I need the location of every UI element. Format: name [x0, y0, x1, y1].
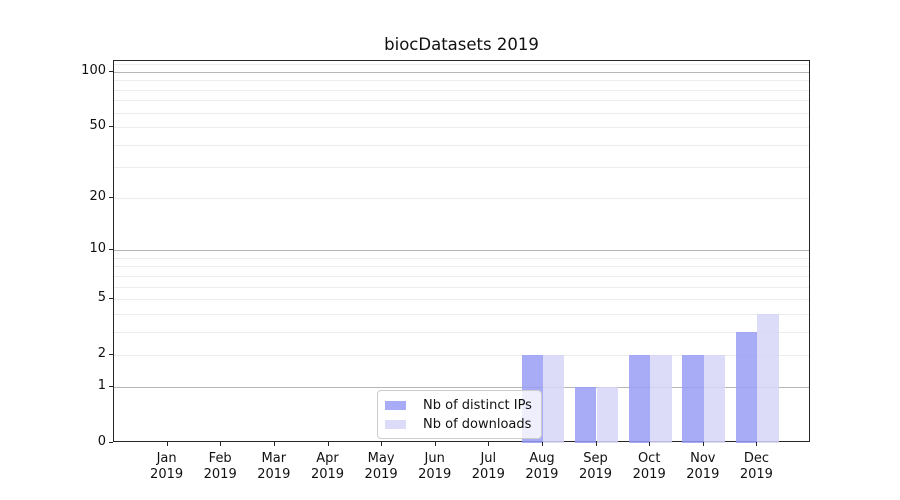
x-tick-mark [488, 442, 490, 446]
bar-nov-downloads [703, 354, 726, 443]
x-tick-mark [327, 442, 329, 446]
x-tick-mark [595, 442, 597, 446]
gridline-major [114, 72, 809, 73]
gridline-minor [114, 112, 809, 114]
y-tick-label: 0 [97, 434, 106, 449]
gridline-minor [114, 331, 809, 333]
gridline-major [114, 387, 809, 389]
y-tick-label: 100 [81, 63, 106, 78]
x-tick-label-feb: Feb 2019 [203, 451, 237, 482]
y-tick-mark [109, 386, 113, 388]
x-tick-mark [273, 442, 275, 446]
x-tick-mark [649, 442, 651, 446]
y-tick-label: 2 [97, 345, 106, 361]
x-tick-label-mar: Mar 2019 [257, 451, 291, 482]
bar-oct-downloads [650, 354, 672, 443]
gridline-minor [114, 198, 809, 200]
gridline-minor [114, 80, 809, 82]
gridline-minor [114, 100, 809, 102]
x-tick-mark [702, 442, 704, 446]
gridline-major [114, 250, 809, 252]
x-tick-label-jul: Jul 2019 [471, 451, 505, 482]
y-tick-label: 5 [97, 290, 106, 305]
gridline-minor [114, 166, 809, 168]
x-tick-mark [541, 442, 543, 446]
bar-dec-downloads [757, 313, 779, 443]
bar-sep-downloads [596, 387, 618, 443]
gridline-minor [114, 144, 809, 146]
bar-nov-distinct-ips [682, 354, 704, 443]
bar-aug-downloads [542, 354, 565, 443]
legend-swatch-distinct-ips [385, 400, 406, 410]
gridline-minor [114, 126, 809, 128]
y-tick-mark [109, 125, 113, 127]
bar-oct-distinct-ips [628, 354, 651, 443]
legend-label-distinct-ips: Nb of distinct IPs [423, 397, 532, 413]
y-tick-mark [109, 353, 113, 355]
x-tick-label-dec: Dec 2019 [739, 451, 773, 482]
x-tick-mark [166, 442, 168, 446]
x-tick-mark [756, 442, 758, 446]
x-tick-label-jan: Jan 2019 [150, 451, 184, 482]
x-tick-mark [381, 442, 383, 446]
gridline-minor [114, 275, 809, 277]
legend-entry-downloads: Nb of downloads [385, 417, 541, 432]
plot-area [113, 60, 810, 443]
gridline-minor [114, 64, 809, 66]
x-tick-label-jun: Jun 2019 [418, 451, 452, 482]
y-tick-mark [109, 197, 113, 199]
y-tick-mark [109, 298, 113, 299]
y-tick-mark [109, 249, 113, 251]
legend-swatch-downloads [385, 419, 406, 429]
y-tick-label: 20 [89, 189, 106, 205]
gridline-minor [114, 89, 809, 91]
gridline-minor [114, 354, 809, 356]
x-tick-label-aug: Aug 2019 [525, 451, 559, 482]
x-tick-label-apr: Apr 2019 [310, 451, 345, 482]
y-tick-label: 50 [89, 117, 106, 133]
y-tick-mark [109, 71, 113, 72]
x-tick-mark [434, 442, 436, 446]
y-tick-mark [109, 442, 113, 443]
x-tick-label-nov: Nov 2019 [686, 451, 720, 482]
gridline-minor [114, 286, 809, 288]
bar-dec-distinct-ips [735, 331, 758, 443]
gridline-minor [114, 257, 809, 259]
y-tick-label: 10 [89, 241, 106, 257]
bar-sep-distinct-ips [575, 387, 597, 443]
legend-entry-distinct-ips: Nb of distinct IPs [385, 398, 541, 413]
gridline-minor [114, 313, 809, 315]
legend-label-downloads: Nb of downloads [423, 416, 532, 432]
x-tick-mark [220, 442, 222, 446]
x-tick-label-may: May 2019 [364, 451, 398, 482]
gridline-minor [114, 266, 809, 268]
x-tick-label-oct: Oct 2019 [632, 451, 666, 482]
chart-title: biocDatasets 2019 [384, 35, 539, 54]
legend: Nb of distinct IPs Nb of downloads [377, 390, 542, 439]
gridline-minor [114, 299, 809, 300]
y-tick-label: 1 [97, 378, 106, 394]
x-tick-label-sep: Sep 2019 [578, 451, 613, 482]
